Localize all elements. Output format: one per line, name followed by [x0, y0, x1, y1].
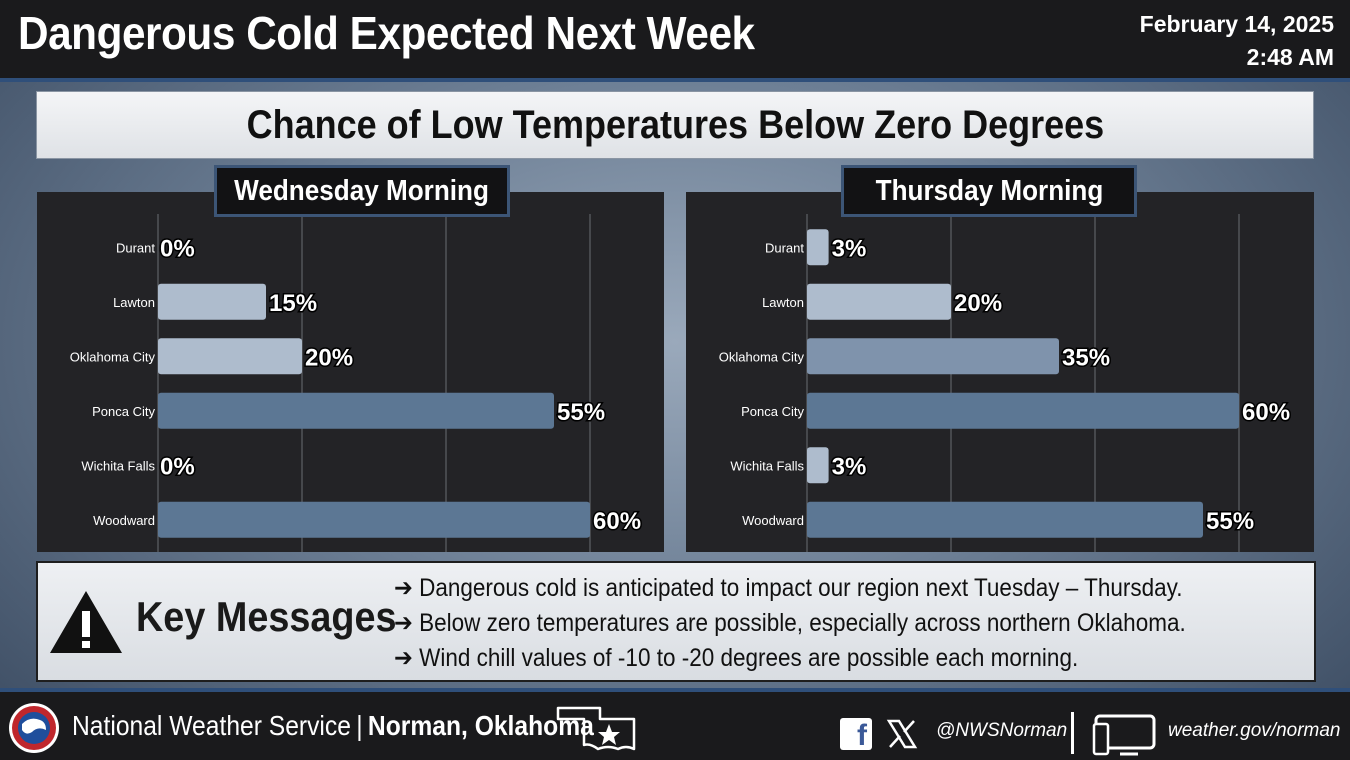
category-label: Ponca City — [92, 404, 155, 419]
social-handle[interactable]: @NWSNorman — [936, 720, 1068, 741]
issue-date: February 14, 2025 — [1139, 11, 1334, 37]
value-label: 20% — [305, 344, 353, 371]
category-label: Lawton — [113, 295, 155, 310]
value-label: 3% — [832, 235, 867, 262]
thursday-chart: Durant 3% Lawton 20% Oklahoma City 35% Ponca C… — [719, 214, 1292, 552]
date-stamp: February 14, 2025 2:48 AM — [1140, 8, 1334, 74]
value-label: 55% — [557, 399, 605, 426]
category-label: Oklahoma City — [70, 349, 156, 364]
category-label: Lawton — [762, 295, 804, 310]
wednesday-chart-title: Wednesday Morning — [214, 165, 510, 217]
category-label: Woodward — [742, 513, 804, 528]
value-label: 60% — [1242, 399, 1290, 426]
value-label: 35% — [1062, 344, 1110, 371]
header: Dangerous Cold Expected Next Week Februa… — [0, 0, 1350, 82]
warning-icon — [50, 591, 122, 653]
bar — [158, 283, 266, 320]
wednesday-chart: Durant 0% Lawton 15% Oklahoma City 20% Ponca C… — [70, 214, 643, 552]
issue-time: 2:48 AM — [1246, 44, 1334, 70]
value-label: 0% — [160, 453, 195, 480]
footer-separator: | — [356, 710, 363, 741]
subtitle: Chance of Low Temperatures Below Zero De… — [246, 102, 1104, 147]
bar — [158, 392, 554, 429]
value-label: 3% — [832, 453, 867, 480]
org-name: National Weather Service — [72, 710, 351, 741]
key-message: ➔ Dangerous cold is anticipated to impac… — [394, 574, 1183, 602]
key-messages-box: Key Messages ➔ Dangerous cold is anticip… — [36, 561, 1316, 682]
page-title: Dangerous Cold Expected Next Week — [18, 7, 755, 59]
category-label: Durant — [765, 240, 804, 255]
facebook-icon[interactable]: f — [840, 718, 872, 752]
wednesday-chart-panel: Durant 0% Lawton 15% Oklahoma City 20% Ponca C… — [37, 192, 664, 552]
thursday-chart-title-text: Thursday Morning — [875, 174, 1103, 207]
category-label: Wichita Falls — [81, 458, 155, 473]
oklahoma-map-icon — [556, 706, 636, 751]
key-message: ➔ Below zero temperatures are possible, … — [394, 609, 1186, 637]
value-label: 55% — [1206, 508, 1254, 535]
value-label: 15% — [269, 290, 317, 317]
bar — [807, 283, 951, 320]
category-label: Wichita Falls — [730, 458, 804, 473]
nws-logo — [9, 703, 59, 753]
value-label: 20% — [954, 290, 1002, 317]
office-name: Norman, Oklahoma — [367, 710, 594, 741]
thursday-chart-panel: Durant 3% Lawton 20% Oklahoma City 35% Ponca C… — [686, 192, 1314, 552]
value-label: 0% — [160, 235, 195, 262]
bar — [807, 447, 829, 484]
thursday-chart-title: Thursday Morning — [841, 165, 1137, 217]
subtitle-banner: Chance of Low Temperatures Below Zero De… — [36, 91, 1314, 159]
wednesday-chart-title-text: Wednesday Morning — [234, 174, 490, 207]
bar — [807, 338, 1059, 375]
category-label: Ponca City — [741, 404, 804, 419]
key-messages-list: ➔ Dangerous cold is anticipated to impac… — [394, 571, 1274, 676]
category-label: Durant — [116, 240, 155, 255]
bar — [807, 501, 1203, 538]
footer-divider — [1071, 712, 1074, 754]
bar — [158, 338, 302, 375]
category-label: Oklahoma City — [719, 349, 805, 364]
bar — [807, 392, 1239, 429]
category-label: Woodward — [93, 513, 155, 528]
bar — [807, 229, 829, 266]
footer: National Weather Service | Norman, Oklahom… — [0, 688, 1350, 760]
value-label: 60% — [593, 508, 641, 535]
footer-organization: National Weather Service | Norman, Oklahom… — [72, 710, 594, 742]
bar — [158, 501, 590, 538]
monitor-icon — [1092, 714, 1156, 756]
key-messages-title: Key Messages — [136, 593, 397, 640]
x-icon[interactable] — [886, 718, 918, 750]
website-link[interactable]: weather.gov/norman — [1168, 720, 1341, 741]
key-message: ➔ Wind chill values of -10 to -20 degree… — [394, 644, 1079, 672]
